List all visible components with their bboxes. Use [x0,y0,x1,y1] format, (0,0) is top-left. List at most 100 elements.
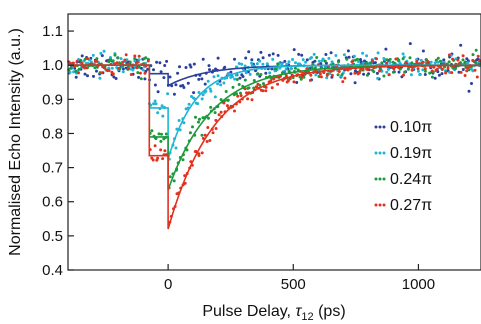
data-point-series-1 [285,62,289,66]
data-point-series-0 [244,56,248,60]
data-point-series-1 [206,79,210,83]
legend-marker [374,151,378,155]
data-point-series-3 [325,73,329,77]
data-point-series-2 [372,70,376,74]
data-point-series-3 [270,86,274,90]
data-point-series-3 [264,85,268,89]
data-point-series-1 [421,68,425,72]
data-point-series-1 [244,71,248,75]
data-point-series-1 [310,56,313,59]
data-point-series-0 [295,81,299,84]
data-point-series-1 [357,60,360,64]
y-tick-label: 0.9 [42,91,63,108]
data-point-series-1 [352,54,356,58]
data-point-series-3 [461,54,465,58]
data-point-series-0 [349,72,353,76]
data-point-series-0 [459,43,463,47]
data-point-series-2 [226,98,230,102]
data-point-series-2 [252,79,256,82]
data-point-series-3 [300,75,304,79]
data-point-series-2 [247,86,251,90]
data-point-series-3 [463,74,467,77]
data-point-series-3 [137,54,141,58]
data-point-series-0 [375,71,379,75]
legend-marker [374,125,378,129]
legend-marker [382,203,386,207]
data-point-series-2 [194,115,197,119]
data-point-series-3 [205,140,209,143]
data-point-series-3 [239,94,243,98]
data-point-series-0 [297,52,301,56]
ticks-layer: 0 500 1000 0.4 0.5 0.6 0.7 0.8 0.9 1.0 1.1 [42,23,435,293]
data-point-series-3 [77,71,80,75]
data-point-series-2 [403,70,407,74]
data-point-series-0 [373,61,377,65]
data-point-series-2 [168,175,172,179]
data-point-series-0 [362,72,366,76]
data-point-series-3 [153,144,157,148]
data-point-series-0 [155,60,159,64]
data-point-series-3 [447,53,451,57]
legend-marker [378,203,382,207]
data-point-series-2 [243,78,247,82]
data-point-series-1 [243,64,247,68]
data-point-series-3 [426,60,430,63]
data-point-series-3 [107,69,111,72]
data-point-series-1 [416,69,420,73]
data-point-series-0 [233,57,236,61]
data-point-series-2 [447,60,451,64]
data-point-series-1 [182,121,186,125]
data-point-series-1 [342,53,346,57]
legend-marker [374,203,378,207]
data-point-series-0 [86,74,89,78]
data-point-series-1 [258,59,262,63]
fit-curve-series-3 [68,64,480,230]
data-point-series-1 [265,62,269,66]
data-point-series-2 [95,57,99,61]
data-point-series-3 [222,101,226,105]
data-point-series-2 [213,111,217,115]
data-point-series-0 [114,77,118,80]
data-point-series-1 [466,61,470,65]
data-point-series-1 [321,57,325,61]
data-point-series-3 [135,66,139,70]
data-point-series-0 [442,58,446,62]
data-point-series-0 [324,53,328,56]
data-point-series-0 [353,81,357,85]
data-point-series-3 [200,151,204,155]
data-point-series-1 [365,54,369,58]
data-point-series-3 [308,78,312,82]
data-point-series-2 [224,90,228,93]
data-point-series-3 [206,126,210,129]
data-point-series-1 [91,53,95,57]
data-point-series-3 [233,109,236,113]
data-point-series-3 [435,67,439,71]
data-point-series-3 [350,60,354,64]
data-point-series-0 [292,48,296,52]
data-point-series-0 [152,68,155,72]
data-point-series-3 [211,131,215,135]
data-point-series-3 [86,57,89,61]
data-point-series-0 [159,70,163,74]
data-point-series-3 [126,67,130,71]
data-point-series-2 [74,69,78,73]
data-point-series-0 [83,72,87,76]
plot-frame [67,13,481,271]
data-point-series-3 [117,66,121,70]
data-point-series-0 [158,61,162,65]
data-point-series-2 [136,71,140,75]
data-point-series-3 [146,59,150,63]
data-point-series-2 [401,57,405,61]
data-point-series-2 [235,78,239,81]
data-point-series-1 [418,73,422,77]
data-point-series-2 [219,98,223,102]
legend-marker [382,151,386,155]
data-point-series-3 [465,69,469,73]
data-point-series-3 [143,71,147,75]
data-point-series-0 [163,64,167,67]
data-point-series-0 [146,67,150,71]
data-point-series-0 [440,72,444,76]
data-point-series-1 [237,62,241,65]
data-point-series-1 [209,89,213,93]
data-point-series-1 [230,75,234,79]
